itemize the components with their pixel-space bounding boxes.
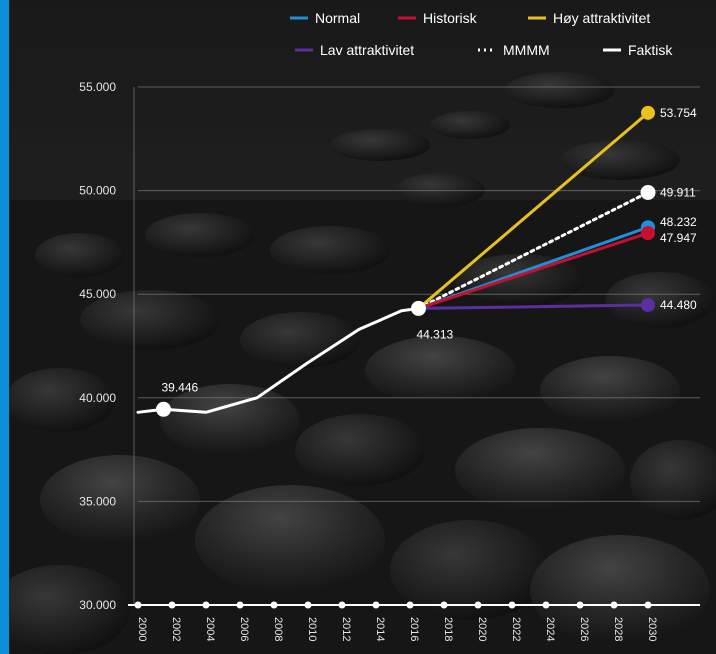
series-line-historisk [417, 231, 650, 310]
series-line-mmmm [417, 190, 650, 310]
accent-bar [0, 0, 9, 654]
data-label: 48.232 [660, 215, 697, 229]
y-tick-label: 40.000 [79, 391, 116, 405]
y-tick-label: 35.000 [79, 494, 116, 508]
data-label: 53.754 [660, 106, 697, 120]
x-tick-dot [508, 601, 516, 609]
data-label: 44.313 [417, 327, 454, 341]
x-tick-label: 2018 [442, 617, 454, 641]
legend-item-lav-attraktivitet: Lav attraktivitet [295, 42, 414, 58]
x-tick-dot [406, 601, 414, 609]
legend-item-mmmm: MMMM [478, 42, 550, 58]
x-tick-label: 2030 [646, 617, 658, 641]
x-tick-label: 2028 [612, 617, 624, 641]
x-tick-label: 2010 [306, 617, 318, 641]
series-line-faktisk [136, 306, 420, 414]
x-tick-dot [134, 601, 142, 609]
x-tick-dot [236, 601, 244, 609]
x-tick-dot [270, 601, 278, 609]
x-tick-label: 2026 [578, 617, 590, 641]
legend-label: MMMM [503, 42, 550, 58]
x-tick-label: 2004 [204, 617, 216, 641]
x-tick-dot [610, 601, 618, 609]
series-layer [136, 105, 656, 417]
x-tick-dot [304, 601, 312, 609]
legend: Normal Historisk Høy attraktivitet Lav attr… [290, 10, 673, 58]
x-tick-label: 2014 [374, 617, 386, 641]
x-tick-dot [542, 601, 550, 609]
series-line-lav-attraktivitet [417, 303, 650, 310]
series-end-point [641, 297, 655, 312]
legend-label: Lav attraktivitet [320, 42, 414, 58]
x-tick-dot [372, 601, 380, 609]
x-tick-label: 2012 [340, 617, 352, 641]
data-label: 47.947 [660, 231, 697, 245]
label-layer: 53.754 49.911 48.232 47.947 44.480 39.446 44.3… [162, 106, 698, 394]
y-tick-label: 50.000 [79, 184, 116, 198]
data-label: 39.446 [162, 380, 199, 394]
data-label: 49.911 [660, 185, 696, 199]
series-end-point [641, 105, 655, 120]
x-tick-label: 2002 [170, 617, 182, 641]
x-tick-dot [440, 601, 448, 609]
y-tick-label: 45.000 [79, 287, 116, 301]
series-point-faktisk [411, 300, 426, 316]
x-tick-label: 2022 [510, 617, 522, 641]
legend-label: Normal [315, 10, 360, 26]
y-tick-label: 30.000 [79, 598, 116, 612]
x-tick-dot [338, 601, 346, 609]
x-tick-dot [576, 601, 584, 609]
x-tick-label: 2008 [272, 617, 284, 641]
y-tick-label: 55.000 [79, 80, 116, 94]
x-tick-dot [644, 601, 652, 609]
data-label: 44.480 [660, 298, 697, 312]
series-point-faktisk [156, 401, 171, 417]
series-line-h-y-attraktivitet [417, 111, 650, 310]
series-end-point [641, 226, 655, 241]
grid-layer [138, 86, 700, 502]
x-tick-label: 2000 [136, 617, 148, 641]
legend-item-normal: Normal [290, 10, 360, 26]
axis-layer: 30.000 35.000 40.000 45.000 50.000 55.000 2000… [79, 80, 700, 641]
x-tick-label: 2006 [238, 617, 250, 641]
x-tick-label: 2016 [408, 617, 420, 641]
legend-label: Faktisk [628, 42, 673, 58]
x-tick-dot [168, 601, 176, 609]
x-tick-label: 2020 [476, 617, 488, 641]
legend-item-faktisk: Faktisk [603, 42, 673, 58]
series-end-point [640, 184, 656, 200]
legend-item-historisk: Historisk [398, 10, 478, 26]
legend-label: Høy attraktivitet [553, 10, 650, 26]
x-tick-label: 2024 [544, 617, 556, 641]
legend-label: Historisk [423, 10, 478, 26]
x-tick-dot [474, 601, 482, 609]
legend-item-h-y-attraktivitet: Høy attraktivitet [528, 10, 650, 26]
x-tick-dot [202, 601, 210, 609]
